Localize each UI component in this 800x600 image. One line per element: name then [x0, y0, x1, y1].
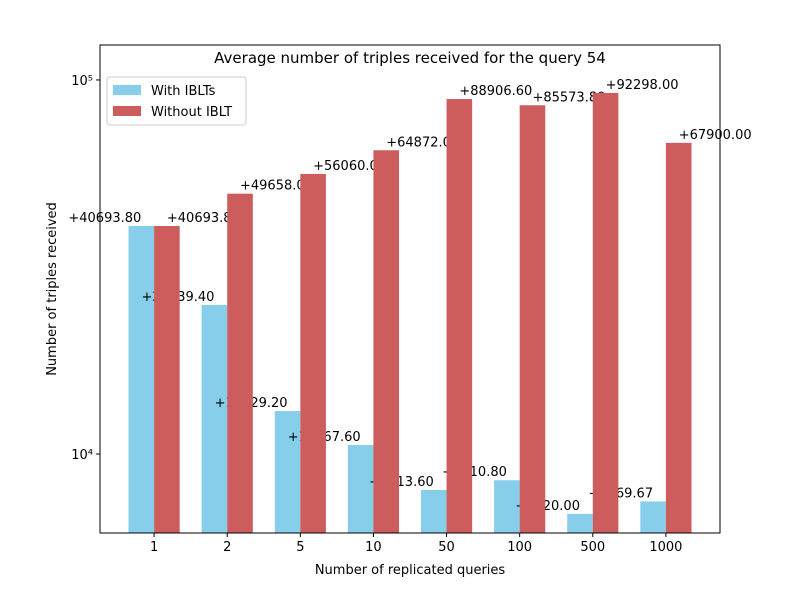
x-tick-label: 10 — [365, 540, 382, 555]
bar — [373, 150, 400, 533]
bar — [640, 501, 666, 533]
x-tick-label: 100 — [507, 540, 532, 555]
x-tick-label: 50 — [438, 540, 455, 555]
bar — [201, 304, 228, 533]
data-label: +88906.60 — [459, 84, 532, 99]
bar — [300, 173, 326, 533]
data-label: +40693.80 — [68, 211, 141, 226]
data-label: +49658.00 — [240, 179, 313, 194]
x-tick-label: 2 — [223, 540, 231, 555]
x-axis-label: Number of replicated queries — [315, 563, 506, 578]
bar — [665, 142, 692, 533]
bar — [420, 489, 447, 533]
data-label: +92298.00 — [606, 78, 679, 93]
data-label: +85573.80 — [532, 90, 605, 105]
legend-label: Without IBLT — [151, 105, 232, 120]
bar — [494, 480, 520, 533]
legend-box — [106, 76, 247, 126]
legend-label: With IBLTs — [151, 84, 216, 99]
plot-frame — [99, 44, 721, 534]
x-tick-label: 500 — [580, 540, 605, 555]
x-tick-label: 1000 — [649, 540, 682, 555]
x-tick-label: 5 — [296, 540, 304, 555]
data-label: +40693.80 — [167, 211, 240, 226]
bar — [592, 92, 619, 533]
y-tick-label: 10⁵ — [71, 74, 93, 89]
legend-swatch — [113, 85, 141, 95]
bar — [446, 99, 473, 533]
bar — [567, 513, 593, 533]
data-label: +56060.00 — [313, 159, 386, 174]
bar — [347, 445, 374, 533]
bar — [227, 193, 253, 533]
y-tick-label: 10⁴ — [71, 448, 93, 463]
legend-swatch — [113, 106, 141, 116]
data-label: +67900.00 — [679, 128, 752, 143]
y-axis-label: Number of triples received — [45, 202, 60, 376]
bar — [154, 226, 180, 534]
x-tick-label: 1 — [150, 540, 158, 555]
bar — [519, 105, 546, 534]
bar — [274, 411, 301, 533]
data-label: +64872.00 — [386, 135, 459, 150]
chart-title: Average number of triples received for t… — [214, 49, 606, 67]
bar — [128, 226, 155, 534]
